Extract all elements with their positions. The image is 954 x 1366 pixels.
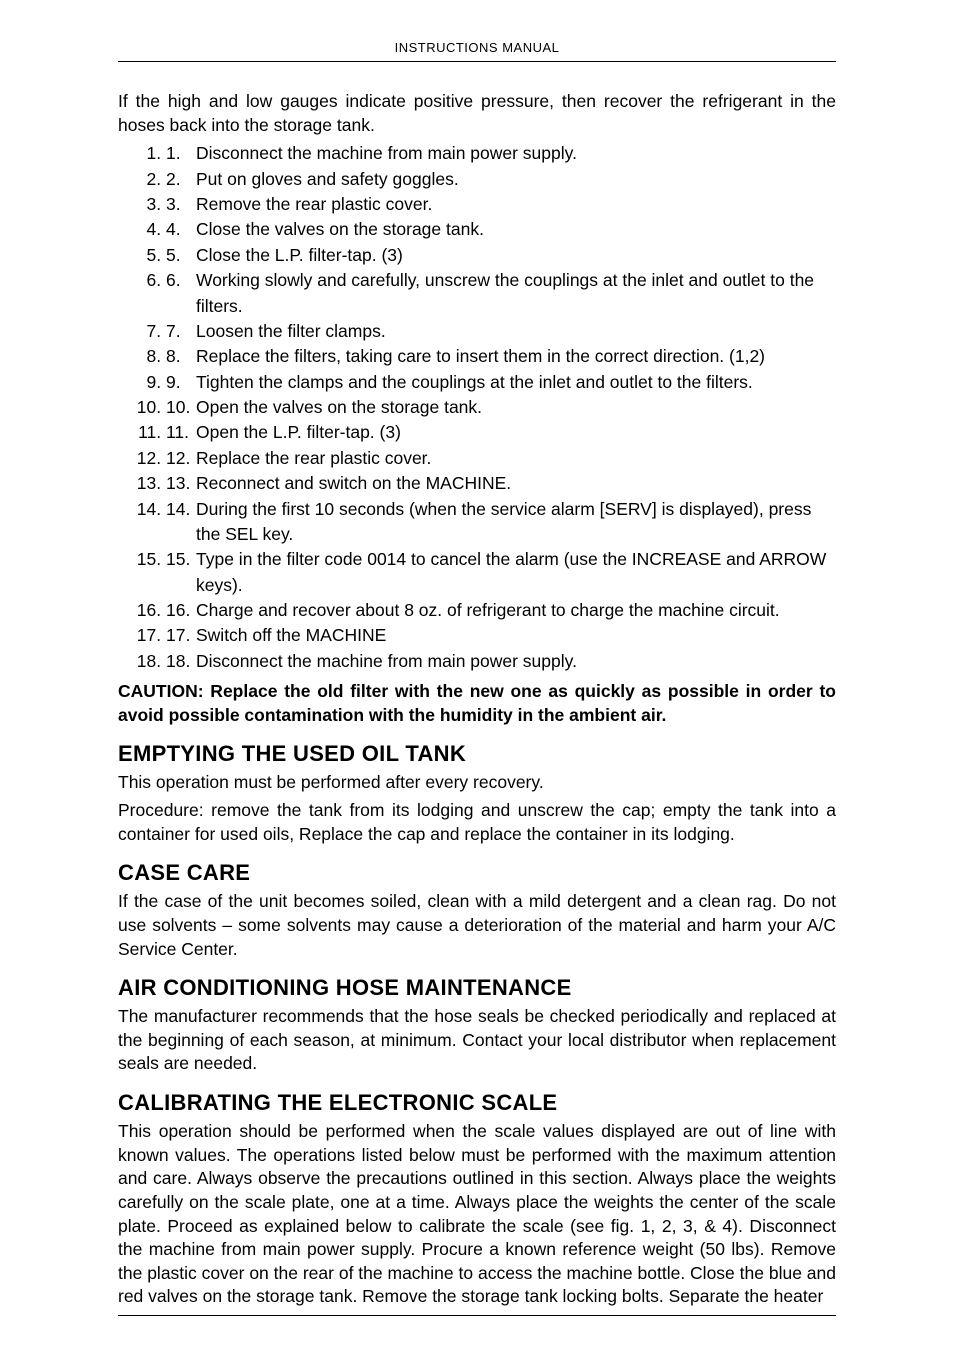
step-item: Disconnect the machine from main power s…	[166, 141, 836, 166]
step-item: Disconnect the machine from main power s…	[166, 649, 836, 674]
section-heading-calibrating: CALIBRATING THE ELECTRONIC SCALE	[118, 1090, 836, 1116]
step-item: Close the L.P. filter-tap. (3)	[166, 243, 836, 268]
section-heading-case-care: CASE CARE	[118, 860, 836, 886]
step-item: Loosen the filter clamps.	[166, 319, 836, 344]
footer-rule	[118, 1315, 836, 1316]
step-item: Switch off the MACHINE	[166, 623, 836, 648]
section-heading-hose-maintenance: AIR CONDITIONING HOSE MAINTENANCE	[118, 975, 836, 1001]
step-item: Put on gloves and safety goggles.	[166, 167, 836, 192]
section-paragraph: The manufacturer recommends that the hos…	[118, 1005, 836, 1076]
section-paragraph: Procedure: remove the tank from its lodg…	[118, 799, 836, 846]
intro-paragraph: If the high and low gauges indicate posi…	[118, 90, 836, 137]
step-item: Open the L.P. filter-tap. (3)	[166, 420, 836, 445]
step-item: Replace the filters, taking care to inse…	[166, 344, 836, 369]
step-item: Close the valves on the storage tank.	[166, 217, 836, 242]
step-item: Replace the rear plastic cover.	[166, 446, 836, 471]
page-container: INSTRUCTIONS MANUAL If the high and low …	[0, 40, 954, 1316]
section-paragraph: This operation must be performed after e…	[118, 771, 836, 795]
step-item: Working slowly and carefully, unscrew th…	[166, 268, 836, 319]
steps-list: Disconnect the machine from main power s…	[166, 141, 836, 674]
step-item: During the first 10 seconds (when the se…	[166, 497, 836, 548]
step-item: Remove the rear plastic cover.	[166, 192, 836, 217]
step-item: Reconnect and switch on the MACHINE.	[166, 471, 836, 496]
step-item: Charge and recover about 8 oz. of refrig…	[166, 598, 836, 623]
header-rule	[118, 61, 836, 62]
step-item: Tighten the clamps and the couplings at …	[166, 370, 836, 395]
step-item: Open the valves on the storage tank.	[166, 395, 836, 420]
section-paragraph: If the case of the unit becomes soiled, …	[118, 890, 836, 961]
section-heading-emptying: EMPTYING THE USED OIL TANK	[118, 741, 836, 767]
section-paragraph: This operation should be performed when …	[118, 1120, 836, 1309]
caution-text: CAUTION: Replace the old filter with the…	[118, 680, 836, 727]
page-header-title: INSTRUCTIONS MANUAL	[118, 40, 836, 55]
step-item: Type in the filter code 0014 to cancel t…	[166, 547, 836, 598]
